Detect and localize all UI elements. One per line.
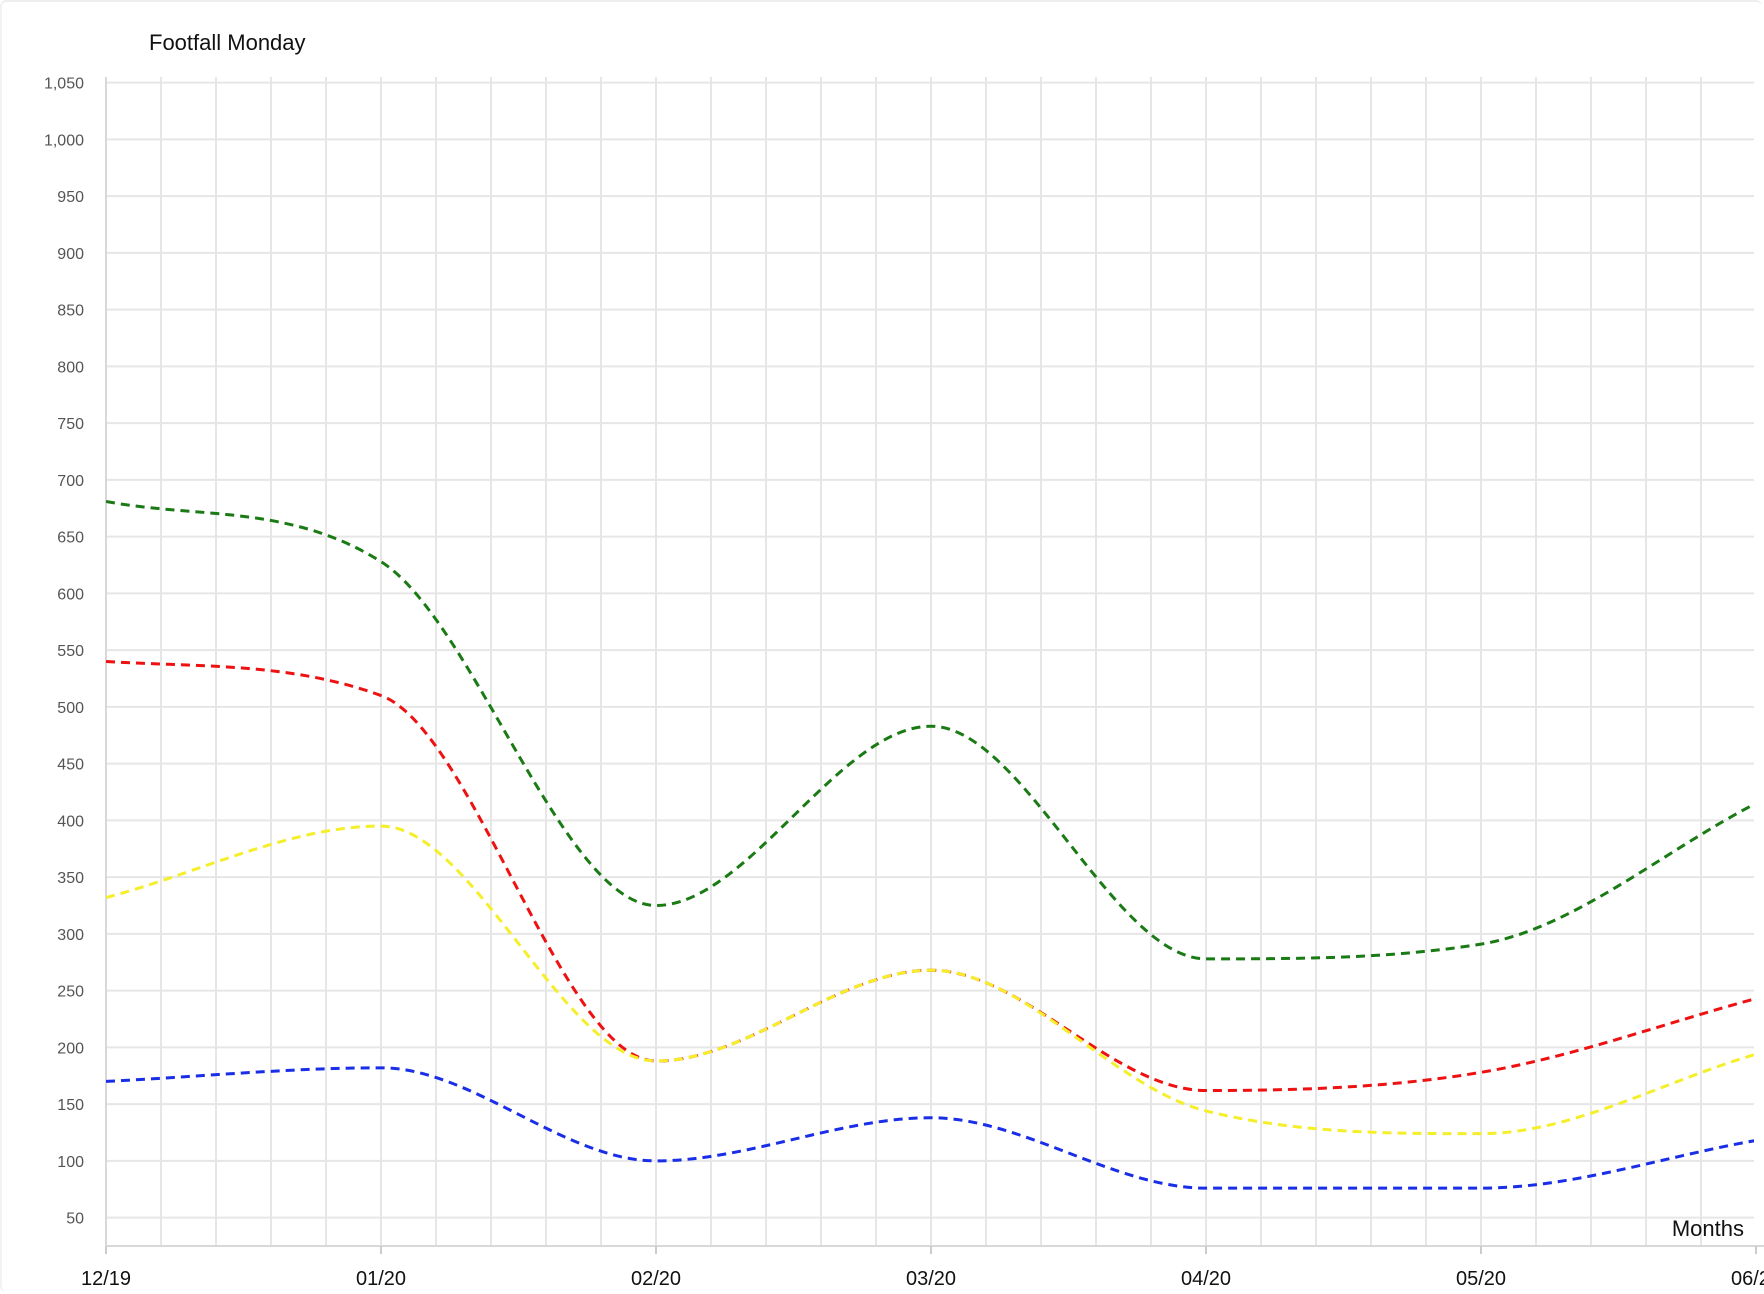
chart-title: Footfall Monday — [149, 30, 306, 55]
x-tick-label: 01/20 — [356, 1268, 406, 1290]
x-tick-label: 12/19 — [81, 1268, 131, 1290]
y-tick-label: 100 — [57, 1154, 84, 1171]
y-tick-label: 450 — [57, 757, 84, 774]
x-tick-label: 05/20 — [1456, 1268, 1506, 1290]
x-tick-label: 06/20 — [1731, 1268, 1764, 1290]
y-tick-label: 250 — [57, 984, 84, 1001]
y-tick-label: 300 — [57, 927, 84, 944]
series-line-3 — [106, 824, 1754, 1136]
y-tick-label: 50 — [66, 1211, 84, 1228]
y-tick-label: 600 — [57, 586, 84, 603]
y-tick-label: 200 — [57, 1040, 84, 1057]
x-tick-label: 03/20 — [906, 1268, 956, 1290]
y-tick-label: 900 — [57, 246, 84, 263]
y-tick-label: 350 — [57, 870, 84, 887]
y-tick-label: 1,050 — [44, 76, 84, 93]
y-tick-label: 750 — [57, 416, 84, 433]
series-lines — [106, 499, 1754, 1190]
x-tick-label: 02/20 — [631, 1268, 681, 1290]
y-tick-label: 150 — [57, 1097, 84, 1114]
y-tick-label: 700 — [57, 473, 84, 490]
x-tick-label: 04/20 — [1181, 1268, 1231, 1290]
y-tick-label: 1,000 — [44, 132, 84, 149]
y-tick-label: 850 — [57, 303, 84, 320]
x-tick-labels: 12/19 01/20 02/20 03/20 04/20 05/20 06/20 — [81, 1268, 1764, 1290]
y-tick-label: 650 — [57, 530, 84, 547]
y-tick-label: 950 — [57, 189, 84, 206]
series-line-1 — [106, 499, 1754, 961]
grid-lines — [106, 77, 1754, 1246]
y-tick-label: 550 — [57, 643, 84, 660]
y-tick-label: 800 — [57, 359, 84, 376]
y-tick-label: 400 — [57, 813, 84, 830]
x-axis-label: Months — [1672, 1216, 1744, 1241]
axes — [105, 77, 1764, 1254]
series-line-4 — [106, 1066, 1754, 1190]
y-tick-label: 500 — [57, 700, 84, 717]
y-tick-labels: 50 100 150 200 250 300 350 400 450 500 550 600 650 70… — [44, 76, 84, 1228]
